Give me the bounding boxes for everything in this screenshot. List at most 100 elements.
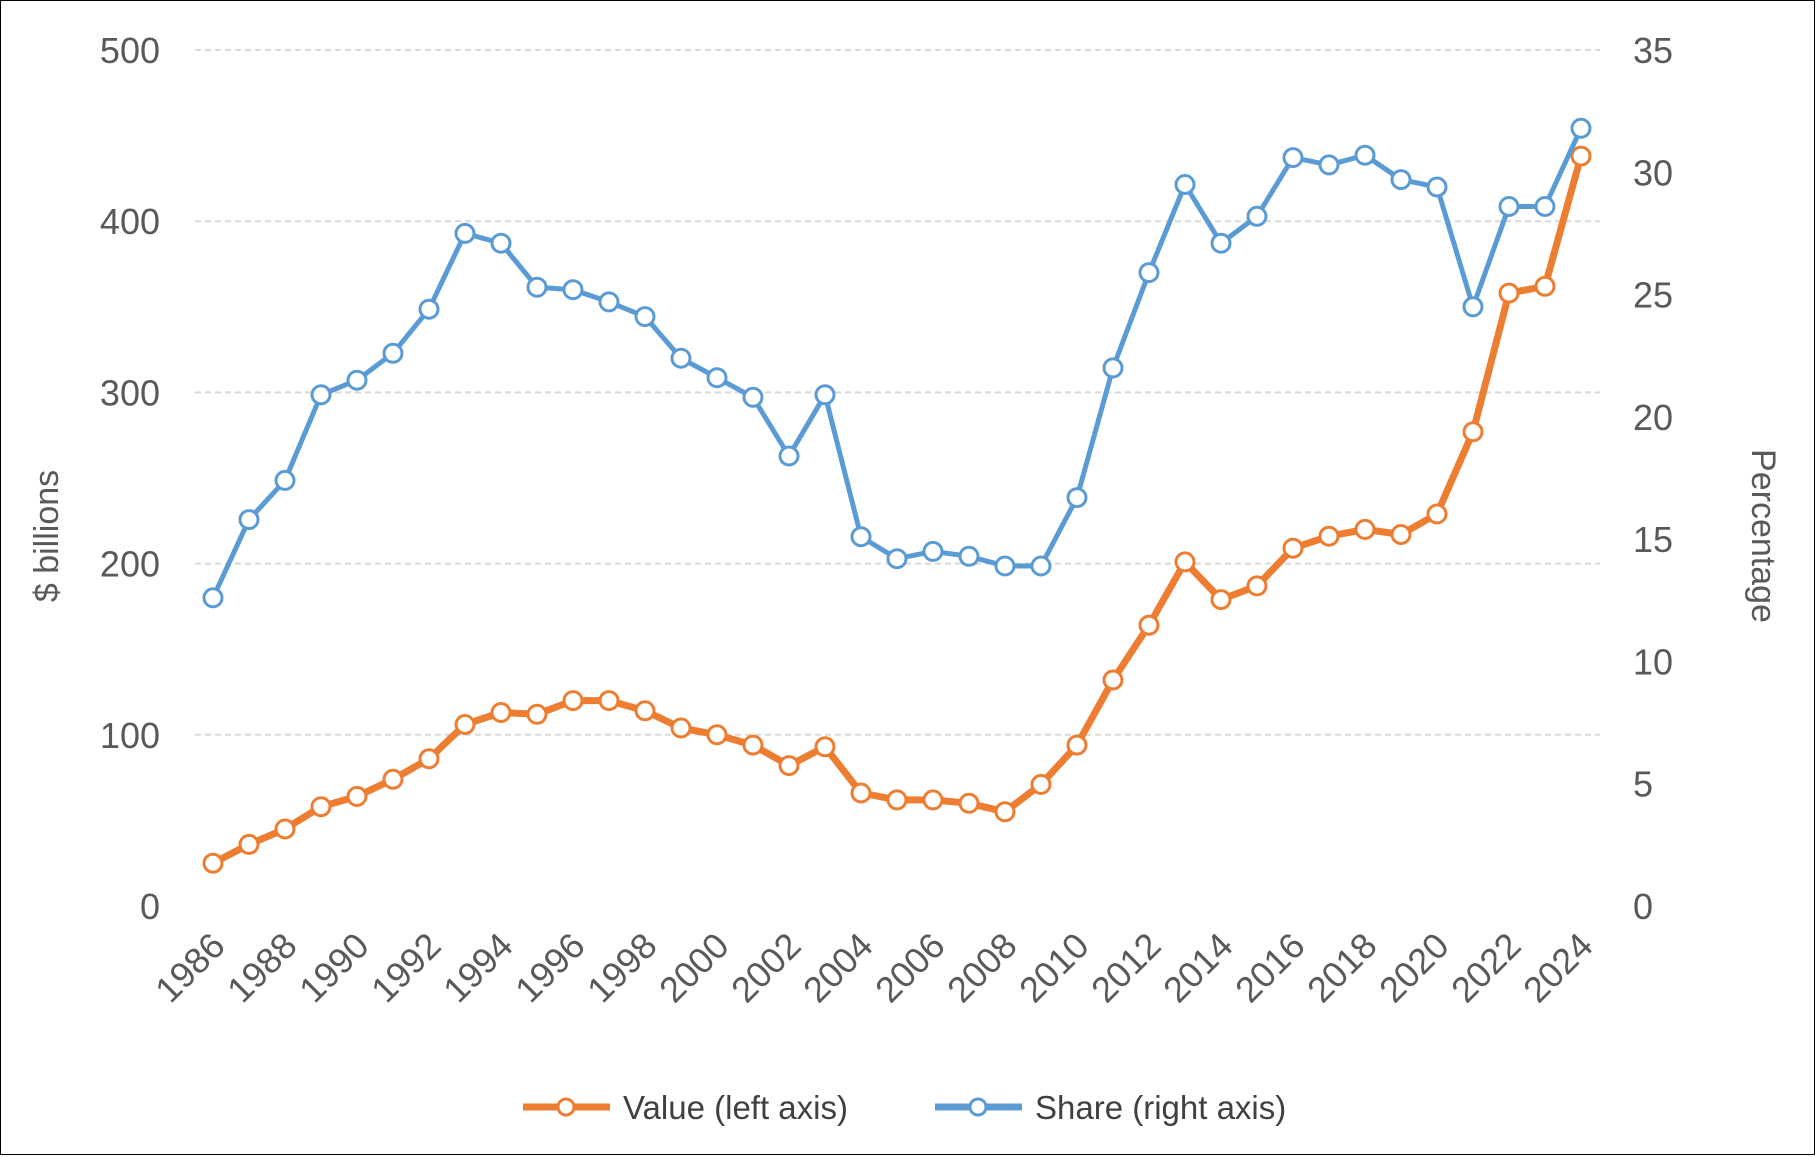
left-tick-label: 100 [100, 715, 160, 756]
data-point-value [526, 703, 548, 725]
data-point-value [1318, 525, 1340, 547]
data-point-value [1066, 734, 1088, 756]
x-tick-label: 2020 [1371, 925, 1457, 1011]
data-point-value [202, 852, 224, 874]
right-tick-label: 20 [1633, 397, 1673, 438]
data-point-share [1390, 169, 1412, 191]
data-point-value [670, 717, 692, 739]
data-point-share [1534, 196, 1556, 217]
data-point-value [1174, 551, 1196, 573]
data-point-value [634, 700, 656, 722]
left-axis-ticks: 0 100 200 300 400 500 [100, 30, 160, 927]
data-point-share [670, 347, 692, 369]
right-axis-title: Percentage [1744, 449, 1782, 623]
data-point-share [1030, 555, 1052, 577]
x-tick-label: 1992 [363, 925, 449, 1011]
left-axis-title: $ billions [28, 470, 66, 602]
right-tick-label: 25 [1633, 275, 1673, 316]
right-tick-label: 5 [1633, 764, 1653, 805]
x-tick-label: 1986 [147, 925, 233, 1011]
x-tick-label: 2014 [1155, 925, 1241, 1011]
data-point-value [1282, 537, 1304, 559]
data-point-value [850, 782, 872, 804]
data-point-value [994, 801, 1016, 823]
data-point-value [1030, 773, 1052, 795]
series-line-value [209, 152, 1585, 867]
data-point-share [778, 445, 800, 467]
data-point-share [1174, 174, 1196, 195]
data-point-value [1354, 518, 1376, 540]
data-point-share [1354, 144, 1376, 166]
data-point-share [1066, 487, 1088, 509]
legend-marker-share [968, 1097, 988, 1117]
x-tick-label: 2010 [1011, 925, 1097, 1011]
data-point-share [742, 386, 764, 408]
data-point-share [382, 342, 404, 364]
data-point-share [634, 306, 656, 328]
right-tick-label: 15 [1633, 519, 1673, 560]
series-line-share [210, 125, 1584, 601]
data-point-share [1462, 296, 1484, 318]
left-tick-label: 400 [100, 201, 160, 242]
data-point-share [1282, 147, 1304, 169]
data-point-share [238, 509, 260, 531]
data-point-share [994, 555, 1016, 577]
left-tick-label: 500 [100, 30, 160, 71]
data-point-share [1570, 117, 1592, 139]
data-point-share [706, 367, 728, 389]
data-point-share [598, 291, 620, 313]
data-point-value [310, 796, 332, 818]
gridlines [195, 49, 1600, 736]
x-tick-label: 1996 [507, 925, 593, 1011]
data-point-value [1426, 503, 1448, 525]
data-point-value [274, 818, 296, 840]
x-tick-label: 2008 [939, 925, 1025, 1011]
data-point-share [886, 548, 908, 570]
data-point-share [274, 469, 296, 491]
right-tick-label: 35 [1633, 30, 1673, 71]
left-tick-label: 200 [100, 544, 160, 585]
data-point-value [958, 792, 980, 814]
data-point-value [1570, 145, 1592, 167]
data-point-share [1102, 357, 1124, 379]
data-point-share [814, 384, 836, 406]
right-tick-label: 10 [1633, 641, 1673, 682]
right-tick-label: 30 [1633, 152, 1673, 193]
data-point-value [238, 833, 260, 855]
x-tick-label: 1990 [291, 925, 377, 1011]
x-tick-label: 1994 [435, 925, 521, 1011]
data-point-value [598, 690, 620, 712]
legend-label-value: Value (left axis) [623, 1089, 848, 1126]
data-point-share [1426, 176, 1448, 198]
data-point-value [454, 714, 476, 735]
data-point-share [850, 526, 872, 548]
data-point-value [886, 789, 908, 811]
data-point-value [1210, 589, 1232, 611]
right-axis-ticks: 0 5 10 15 20 25 30 35 [1633, 30, 1673, 927]
data-point-value [742, 734, 764, 756]
right-tick-label: 0 [1633, 886, 1653, 927]
data-point-value [490, 702, 512, 723]
x-tick-label: 1998 [579, 925, 665, 1011]
x-tick-label: 2024 [1515, 925, 1601, 1011]
legend-marker-value [556, 1097, 576, 1117]
data-point-value [1138, 614, 1160, 636]
legend-label-share: Share (right axis) [1035, 1089, 1286, 1126]
data-point-share [1138, 262, 1160, 284]
data-point-share [958, 545, 980, 567]
legend: Value (left axis) Share (right axis) [523, 1089, 1286, 1126]
data-point-share [922, 540, 944, 562]
left-tick-label: 300 [100, 372, 160, 413]
x-tick-label: 2022 [1443, 925, 1529, 1011]
data-point-share [454, 222, 476, 244]
data-point-value [418, 748, 440, 770]
data-point-value [1246, 575, 1268, 597]
data-point-share [1210, 232, 1232, 254]
data-point-value [346, 785, 368, 807]
data-point-share [310, 384, 332, 406]
data-point-share [526, 276, 548, 298]
data-point-value [1534, 275, 1556, 297]
data-point-value [1462, 421, 1484, 443]
data-point-share [490, 232, 512, 254]
